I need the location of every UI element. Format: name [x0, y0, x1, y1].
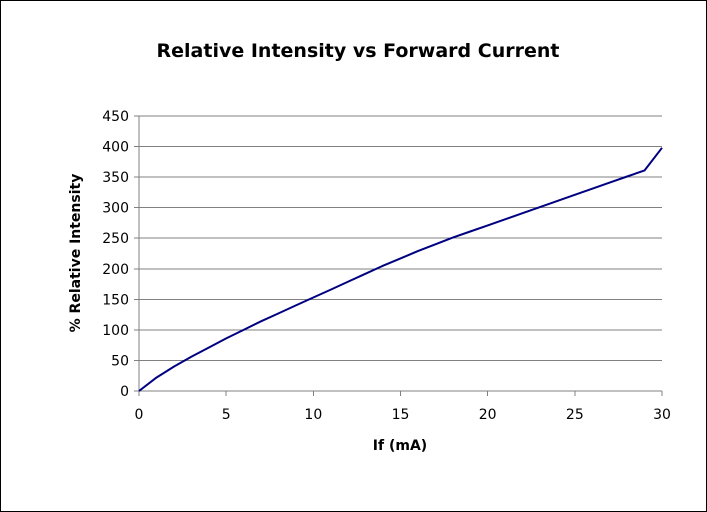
x-tick-label: 5	[222, 407, 231, 423]
x-tick-label: 15	[392, 407, 410, 423]
plot-area	[138, 116, 662, 392]
x-tick-label: 0	[135, 407, 144, 423]
y-tick-label: 400	[102, 140, 129, 156]
y-tick-label: 450	[102, 109, 129, 125]
y-tick-label: 0	[120, 384, 129, 400]
x-tick-label: 20	[479, 407, 497, 423]
y-axis-ticks: 0 50 100 150 200 250 300 350 400 450	[102, 109, 139, 400]
data-series	[138, 147, 663, 392]
y-tick-label: 200	[102, 262, 129, 278]
chart-title: Relative Intensity vs Forward Current	[157, 40, 560, 62]
y-tick-label: 350	[102, 170, 129, 186]
x-tick-label: 30	[653, 407, 671, 423]
y-tick-label: 250	[102, 231, 129, 247]
x-axis-ticks: 0 5 10 15 20 25 30	[135, 391, 671, 423]
series-line	[138, 147, 663, 392]
x-tick-label: 25	[566, 407, 584, 423]
y-tick-label: 100	[102, 323, 129, 339]
x-tick-label: 10	[304, 407, 322, 423]
y-tick-label: 300	[102, 201, 129, 217]
y-axis-label: % Relative Intensity	[68, 174, 84, 333]
gridlines	[139, 115, 662, 361]
y-tick-label: 50	[111, 353, 129, 369]
x-axis-label: If (mA)	[373, 438, 427, 454]
y-tick-label: 150	[102, 292, 129, 308]
